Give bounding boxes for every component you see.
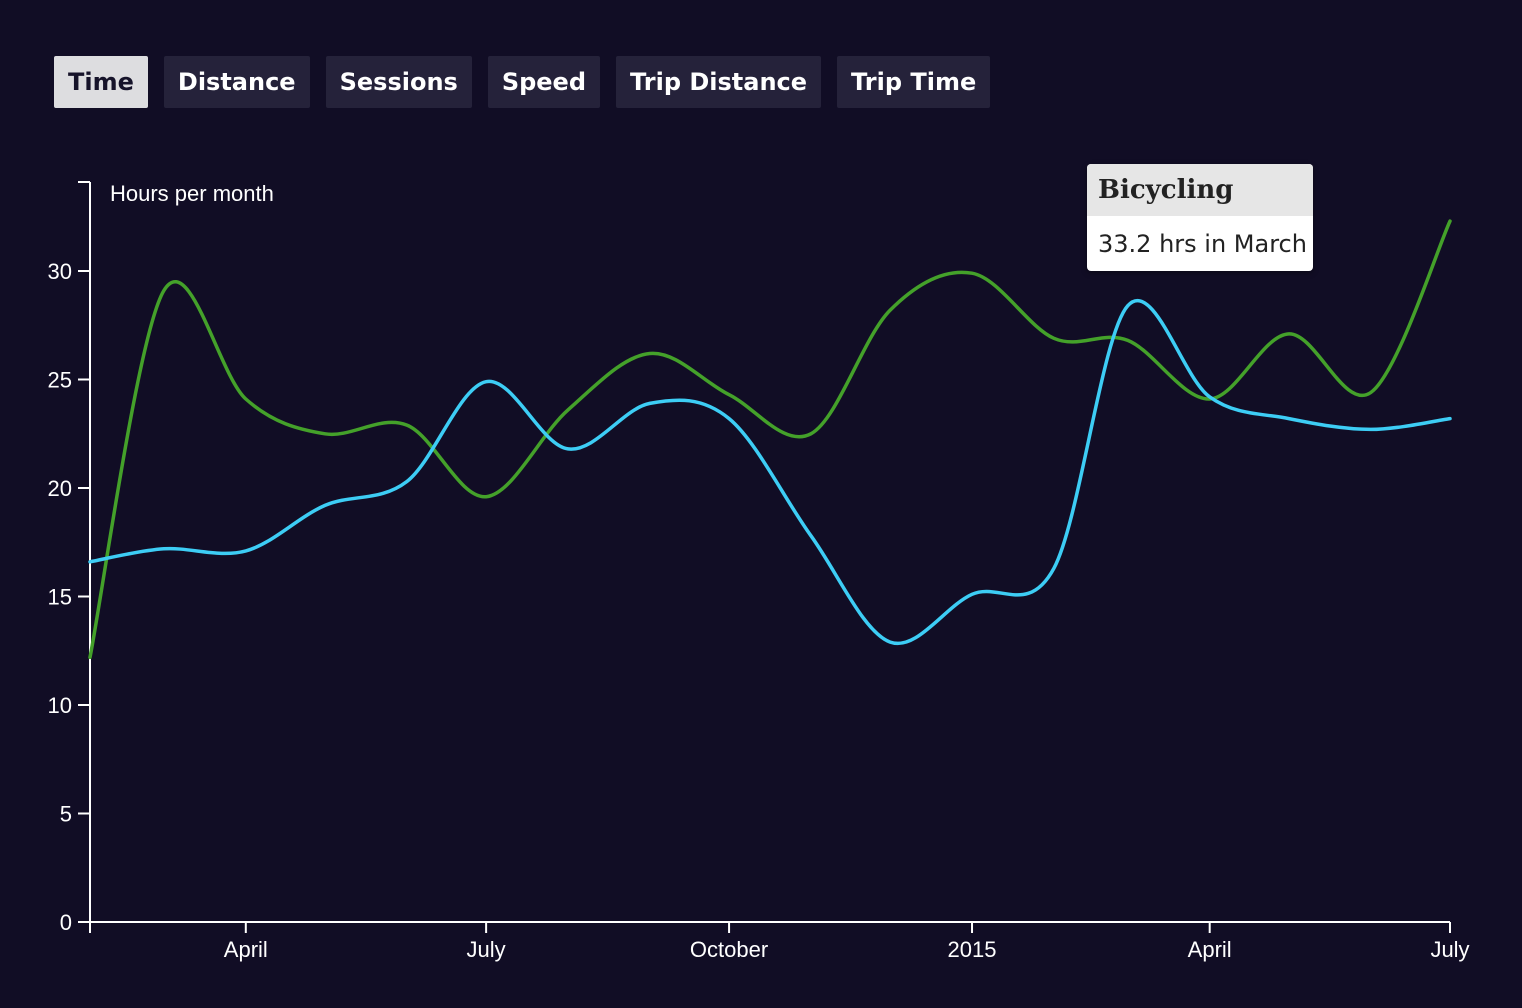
x-tick-label: 2015: [948, 937, 997, 962]
tab-time[interactable]: Time: [54, 56, 148, 108]
x-tick-label: April: [224, 937, 268, 962]
x-tick-label: April: [1188, 937, 1232, 962]
tab-speed[interactable]: Speed: [487, 56, 601, 108]
metric-tabs: Time Distance Sessions Speed Trip Distan…: [54, 56, 991, 108]
x-tick-label: July: [1430, 937, 1469, 962]
series-lines: [88, 219, 1452, 660]
tab-sessions[interactable]: Sessions: [325, 56, 472, 108]
y-tick-label: 10: [48, 693, 72, 718]
y-tick-label: 30: [48, 259, 72, 284]
tooltip: Bicycling 33.2 hrs in March: [1087, 164, 1313, 271]
y-tick-label: 25: [48, 368, 72, 393]
tab-trip-distance[interactable]: Trip Distance: [616, 56, 822, 108]
x-tick-label: October: [690, 937, 768, 962]
y-tick-label: 15: [48, 585, 72, 610]
tab-trip-time[interactable]: Trip Time: [837, 56, 991, 108]
axes: 0 5 10 15 20 25 30 April July October 2015 April Jul…: [48, 181, 1470, 962]
x-tick-label: July: [467, 937, 506, 962]
series-line-blue: [88, 299, 1452, 646]
y-tick-label: 20: [48, 476, 72, 501]
y-tick-label: 5: [60, 802, 72, 827]
y-tick-label: 0: [60, 910, 72, 935]
tooltip-body: 33.2 hrs in March: [1098, 229, 1307, 258]
y-axis-label: Hours per month: [110, 181, 274, 206]
tab-distance[interactable]: Distance: [163, 56, 310, 108]
tooltip-title: Bicycling: [1087, 164, 1313, 216]
series-line-green: [88, 219, 1452, 660]
